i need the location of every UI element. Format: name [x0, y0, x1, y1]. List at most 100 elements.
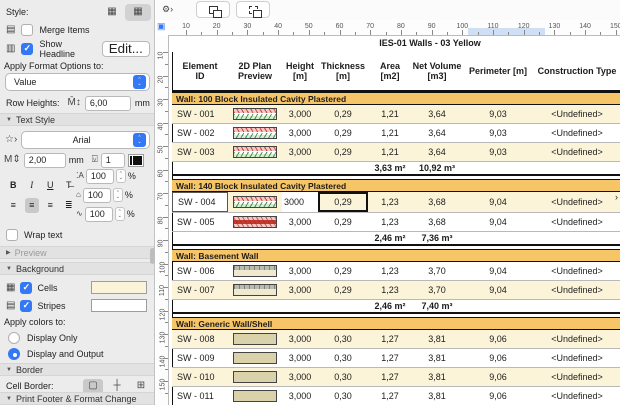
cell-area[interactable]: 1,21: [381, 128, 399, 138]
horizontal-ruler[interactable]: 10 20 30 40 50 60 70 80 90 100 110 120 130 140 150: [168, 20, 620, 36]
cell-2d-plan-preview[interactable]: [228, 368, 282, 386]
cell-2d-plan-preview[interactable]: [228, 349, 282, 367]
cell-perimeter[interactable]: 9,04: [489, 197, 507, 207]
vertical-ruler[interactable]: 10 20 30 40 50 60 70 80 90 100 110 120 130 140 150: [156, 36, 169, 405]
cell-height[interactable]: 3,000: [288, 391, 312, 401]
cell-construction-type[interactable]: <Undefined>: [551, 217, 603, 227]
stripes-color-swatch[interactable]: [91, 299, 147, 312]
cell-2d-plan-preview[interactable]: [228, 105, 282, 123]
border-section-header[interactable]: ▼ Border: [0, 363, 154, 376]
cell-perimeter[interactable]: 9,03: [489, 147, 507, 157]
cell-net-volume[interactable]: 3,81: [428, 391, 446, 401]
cell-thickness[interactable]: 0,29: [334, 217, 352, 227]
cell-construction-type[interactable]: <Undefined>: [551, 285, 603, 295]
cells-checkbox[interactable]: ✓: [20, 281, 33, 294]
align-right-button[interactable]: ≡: [47, 200, 53, 210]
header-cell[interactable]: Thickness [m]: [318, 52, 368, 90]
cell-construction-type[interactable]: <Undefined>: [551, 147, 603, 157]
header-cell[interactable]: Construction Type: [534, 52, 620, 90]
align-center-button[interactable]: ≡: [24, 197, 39, 213]
cell-area[interactable]: 1,27: [381, 334, 399, 344]
cell-net-volume[interactable]: 3,64: [428, 109, 446, 119]
bold-button[interactable]: B: [10, 180, 17, 190]
cell-2d-plan-preview[interactable]: [228, 143, 282, 161]
cell-area[interactable]: 1,27: [381, 372, 399, 382]
text-color-swatch[interactable]: [127, 153, 144, 167]
panel-resize-handle[interactable]: [150, 248, 155, 264]
cell-element-id[interactable]: SW - 005: [177, 217, 215, 227]
cell-height[interactable]: 3,000: [288, 109, 312, 119]
cell-area[interactable]: 1,21: [381, 147, 399, 157]
cell-perimeter[interactable]: 9,06: [489, 391, 507, 401]
group-band-row[interactable]: Wall: Generic Wall/Shell: [172, 317, 620, 330]
strikethrough-button[interactable]: T̶: [66, 180, 72, 190]
edit-headline-button[interactable]: Edit...: [101, 40, 150, 57]
cell-2d-plan-preview[interactable]: [228, 330, 282, 348]
cell-height[interactable]: 3,000: [288, 372, 312, 382]
cell-thickness[interactable]: 0,29: [334, 109, 352, 119]
cell-2d-plan-preview[interactable]: [228, 124, 282, 142]
wrap-text-checkbox[interactable]: [6, 229, 18, 241]
header-cell[interactable]: Area [m2]: [368, 52, 412, 90]
line-spacing-input[interactable]: 100: [84, 206, 113, 222]
cell-height[interactable]: 3,000: [288, 334, 312, 344]
cell-thickness[interactable]: 0,29: [334, 128, 352, 138]
font-dropdown[interactable]: Arial ⌃ ⌄: [21, 131, 150, 149]
cell-net-volume[interactable]: 3,81: [428, 372, 446, 382]
cell-height[interactable]: 3,000: [288, 217, 312, 227]
cell-perimeter[interactable]: 9,03: [489, 109, 507, 119]
cell-construction-type[interactable]: <Undefined>: [551, 391, 603, 401]
cell-2d-plan-preview[interactable]: [228, 192, 282, 212]
cell-height[interactable]: 3,000: [288, 266, 312, 276]
cell-construction-type[interactable]: <Undefined>: [551, 372, 603, 382]
cell-area[interactable]: 1,23: [381, 197, 399, 207]
print-footer-section-header[interactable]: ▼ Print Footer & Format Change: [0, 392, 154, 405]
show-in-3d-button[interactable]: [236, 1, 270, 18]
header-cell[interactable]: 2D Plan Preview: [228, 52, 282, 90]
underline-button[interactable]: U: [47, 180, 54, 190]
cell-area[interactable]: 1,21: [381, 109, 399, 119]
cell-construction-type[interactable]: <Undefined>: [551, 109, 603, 119]
cell-element-id[interactable]: SW - 002: [177, 128, 215, 138]
cell-height[interactable]: 3,000: [288, 353, 312, 363]
font-size-input[interactable]: 2,00: [23, 152, 66, 168]
align-justify-button[interactable]: ≣: [64, 199, 73, 210]
display-only-radio[interactable]: [8, 332, 20, 344]
cell-perimeter[interactable]: 9,06: [489, 353, 507, 363]
cell-thickness[interactable]: 0,30: [334, 391, 352, 401]
cell-thickness[interactable]: 0,29: [334, 147, 352, 157]
scheme-settings-gear-icon[interactable]: ⚙›: [162, 4, 174, 14]
group-band-row[interactable]: Wall: 100 Block Insulated Cavity Plaster…: [172, 92, 620, 105]
cell-element-id[interactable]: SW - 007: [177, 285, 215, 295]
cell-net-volume[interactable]: 3,70: [428, 285, 446, 295]
cell-element-id[interactable]: SW - 008: [177, 334, 215, 344]
cell-construction-type[interactable]: <Undefined>: [551, 128, 603, 138]
cell-perimeter[interactable]: 9,03: [489, 128, 507, 138]
cell-area[interactable]: 1,23: [381, 285, 399, 295]
merge-items-checkbox[interactable]: [21, 24, 34, 36]
cell-net-volume[interactable]: 3,64: [428, 128, 446, 138]
cell-net-volume[interactable]: 3,81: [428, 334, 446, 344]
format-target-dropdown[interactable]: Value ⌃ ⌄: [5, 73, 150, 91]
cell-element-id[interactable]: SW - 001: [177, 109, 215, 119]
cell-perimeter[interactable]: 9,04: [489, 217, 507, 227]
align-left-button[interactable]: ≡: [10, 200, 16, 210]
cell-perimeter[interactable]: 9,06: [489, 372, 507, 382]
cell-net-volume[interactable]: 3,68: [428, 217, 446, 227]
cell-height[interactable]: 3000: [282, 192, 318, 212]
style-detailed-button[interactable]: ▦: [125, 3, 151, 21]
stepper-icon[interactable]: ⌃ ⌄: [115, 169, 126, 183]
cell-element-id[interactable]: SW - 009: [177, 353, 215, 363]
cell-net-volume[interactable]: 3,64: [428, 147, 446, 157]
cell-2d-plan-preview[interactable]: [228, 387, 282, 405]
cell-perimeter[interactable]: 9,04: [489, 285, 507, 295]
cell-construction-type[interactable]: <Undefined>: [551, 197, 603, 207]
header-cell[interactable]: Height [m]: [282, 52, 318, 90]
cell-thickness[interactable]: 0,30: [334, 353, 352, 363]
italic-button[interactable]: I: [30, 180, 34, 190]
cell-area[interactable]: 1,23: [381, 266, 399, 276]
cell-element-id[interactable]: SW - 003: [177, 147, 215, 157]
favorite-star-icon[interactable]: ☆›: [5, 134, 18, 145]
cell-element-id[interactable]: SW - 011: [177, 391, 214, 401]
group-band-row[interactable]: Wall: Basement Wall: [172, 249, 620, 262]
